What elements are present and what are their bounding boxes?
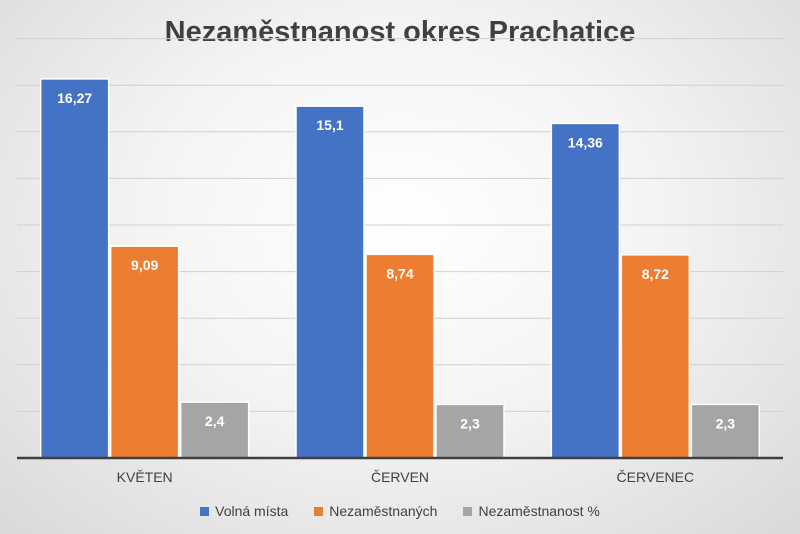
bar bbox=[365, 253, 435, 459]
legend-label: Nezaměstnaných bbox=[329, 503, 438, 519]
data-label: 9,09 bbox=[131, 257, 158, 273]
legend-label: Nezaměstnanost % bbox=[478, 503, 600, 519]
legend-item: Volná místa bbox=[200, 503, 288, 519]
data-label: 8,74 bbox=[386, 265, 413, 281]
legend-swatch bbox=[463, 506, 473, 516]
legend: Volná místa Nezaměstnaných Nezaměstnanost … bbox=[0, 503, 800, 519]
bar bbox=[690, 403, 761, 459]
x-tick-label: ČERVENEC bbox=[617, 469, 695, 485]
legend-swatch bbox=[200, 506, 210, 516]
legend-swatch bbox=[314, 506, 324, 516]
data-label: 2,3 bbox=[460, 415, 480, 431]
data-label: 15,1 bbox=[316, 117, 343, 133]
data-label: 14,36 bbox=[568, 134, 603, 150]
bar bbox=[435, 403, 505, 459]
bar bbox=[295, 105, 365, 459]
x-tick-label: ČERVEN bbox=[371, 469, 429, 485]
x-tick-label: KVĚTEN bbox=[117, 469, 173, 485]
data-label: 2,4 bbox=[205, 413, 225, 429]
bar bbox=[620, 254, 691, 459]
bar bbox=[39, 78, 110, 459]
legend-label: Volná místa bbox=[215, 503, 289, 519]
legend-item: Nezaměstnanost % bbox=[463, 503, 600, 519]
legend-item: Nezaměstnaných bbox=[314, 503, 437, 519]
chart-title: Nezaměstnanost okres Prachatice bbox=[164, 16, 636, 48]
data-label: 8,72 bbox=[642, 266, 669, 282]
bar bbox=[109, 245, 180, 459]
data-label: 2,3 bbox=[716, 415, 736, 431]
bar bbox=[550, 122, 621, 459]
bar bbox=[179, 401, 250, 459]
data-label: 16,27 bbox=[57, 90, 92, 106]
